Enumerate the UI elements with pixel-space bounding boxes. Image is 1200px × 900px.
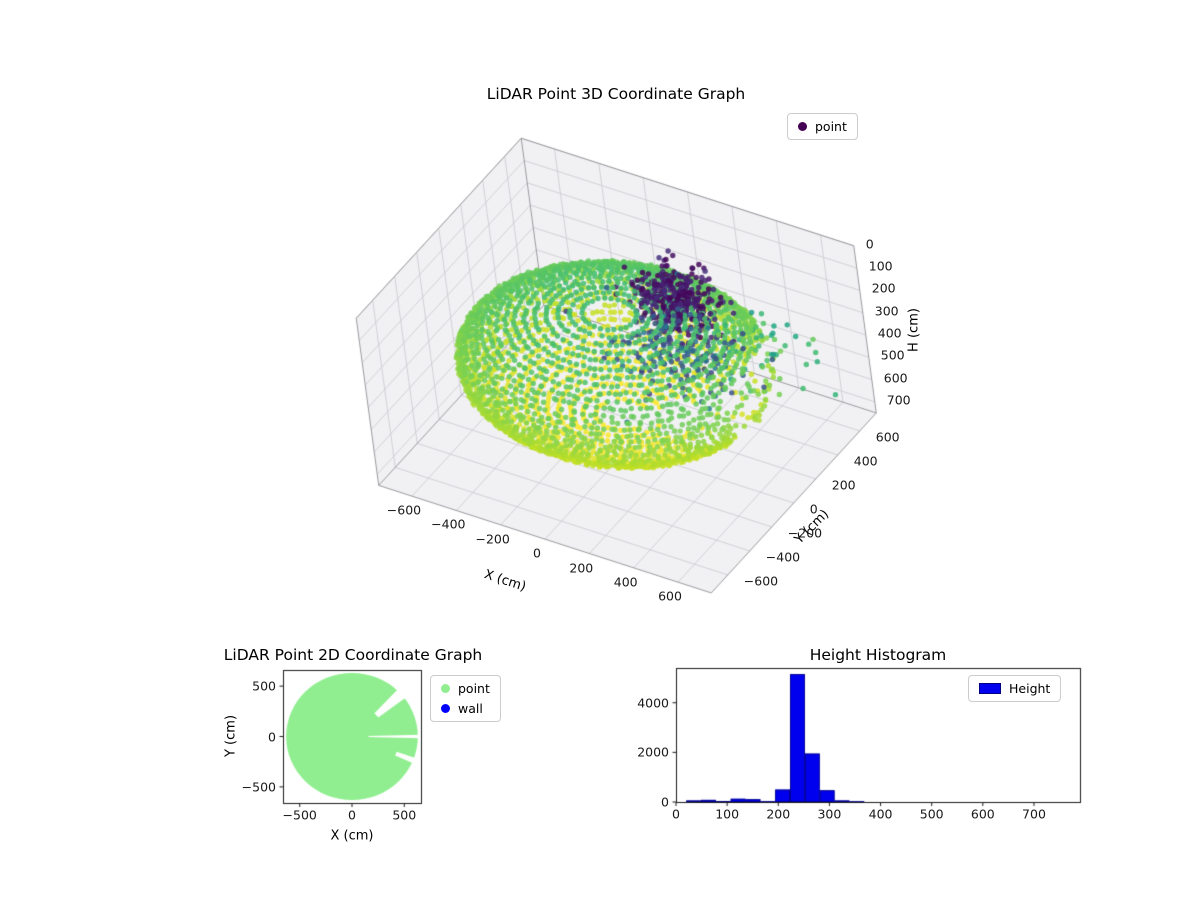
plot3d-legend: point (787, 113, 858, 140)
histogram-legend-entry-height: Height (979, 681, 1050, 696)
plot3d-legend-entry-point: point (798, 119, 847, 134)
point-2d-legend-marker-icon (441, 684, 450, 693)
plot2d-legend-entry-wall: wall (441, 701, 490, 716)
plot3d-hlabel: H (cm) (906, 308, 922, 352)
wall-legend-marker-icon (441, 704, 450, 713)
plot2d-ylabel: Y (cm) (223, 714, 239, 758)
height-legend-label: Height (1009, 681, 1051, 696)
plot2d-title: LiDAR Point 2D Coordinate Graph (223, 646, 483, 664)
plot2d-xlabel: X (cm) (330, 828, 374, 844)
plot3d-title: LiDAR Point 3D Coordinate Graph (486, 85, 746, 103)
point-legend-label: point (815, 119, 847, 134)
histogram-legend: Height (968, 675, 1062, 702)
histogram-title: Height Histogram (809, 646, 947, 664)
wall-legend-label: wall (458, 701, 483, 716)
point-2d-legend-label: point (458, 681, 490, 696)
plot2d-legend-entry-point: point (441, 681, 490, 696)
point-legend-marker-icon (798, 122, 807, 131)
height-legend-patch-icon (979, 683, 1001, 694)
plot2d-legend: point wall (430, 675, 501, 722)
